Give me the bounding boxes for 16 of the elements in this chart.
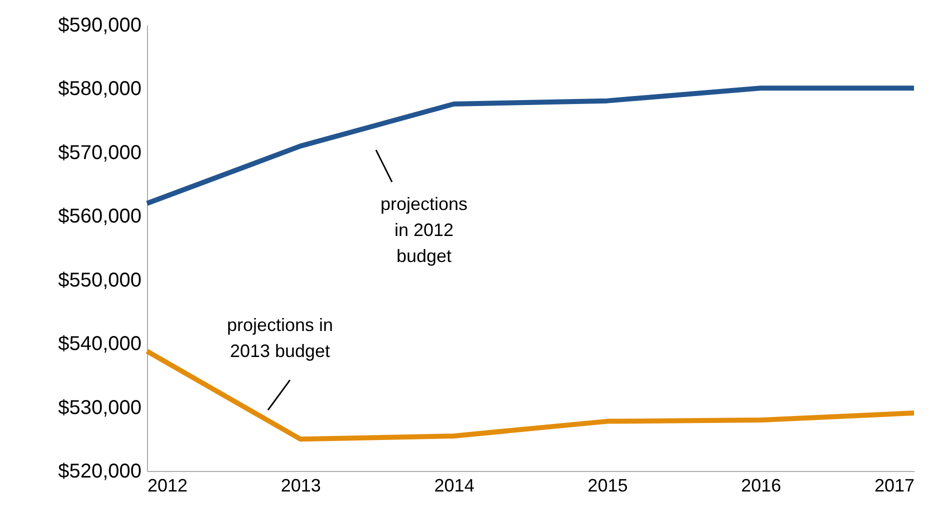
y-tick-label: $560,000 — [58, 206, 142, 228]
x-tick-label: 2016 — [741, 476, 782, 496]
y-tick-label: $530,000 — [58, 396, 142, 419]
x-tick-label: 2013 — [280, 476, 321, 496]
x-tick-label: 2014 — [434, 476, 474, 496]
y-tick-label: $580,000 — [58, 78, 142, 100]
y-tick-label: $550,000 — [58, 269, 142, 292]
y-tick-label: $520,000 — [58, 460, 142, 482]
x-tick-label: 2017 — [874, 476, 914, 496]
x-tick-label: 2015 — [588, 476, 628, 496]
annotation: projections in 2013 budget — [226, 315, 334, 361]
annotation: projections in 2012 budget — [380, 194, 468, 266]
x-tick-label: 2012 — [148, 476, 188, 496]
y-tick-label: $570,000 — [58, 142, 142, 164]
y-tick-label: $590,000 — [58, 14, 142, 36]
y-tick-label: $540,000 — [58, 333, 142, 356]
